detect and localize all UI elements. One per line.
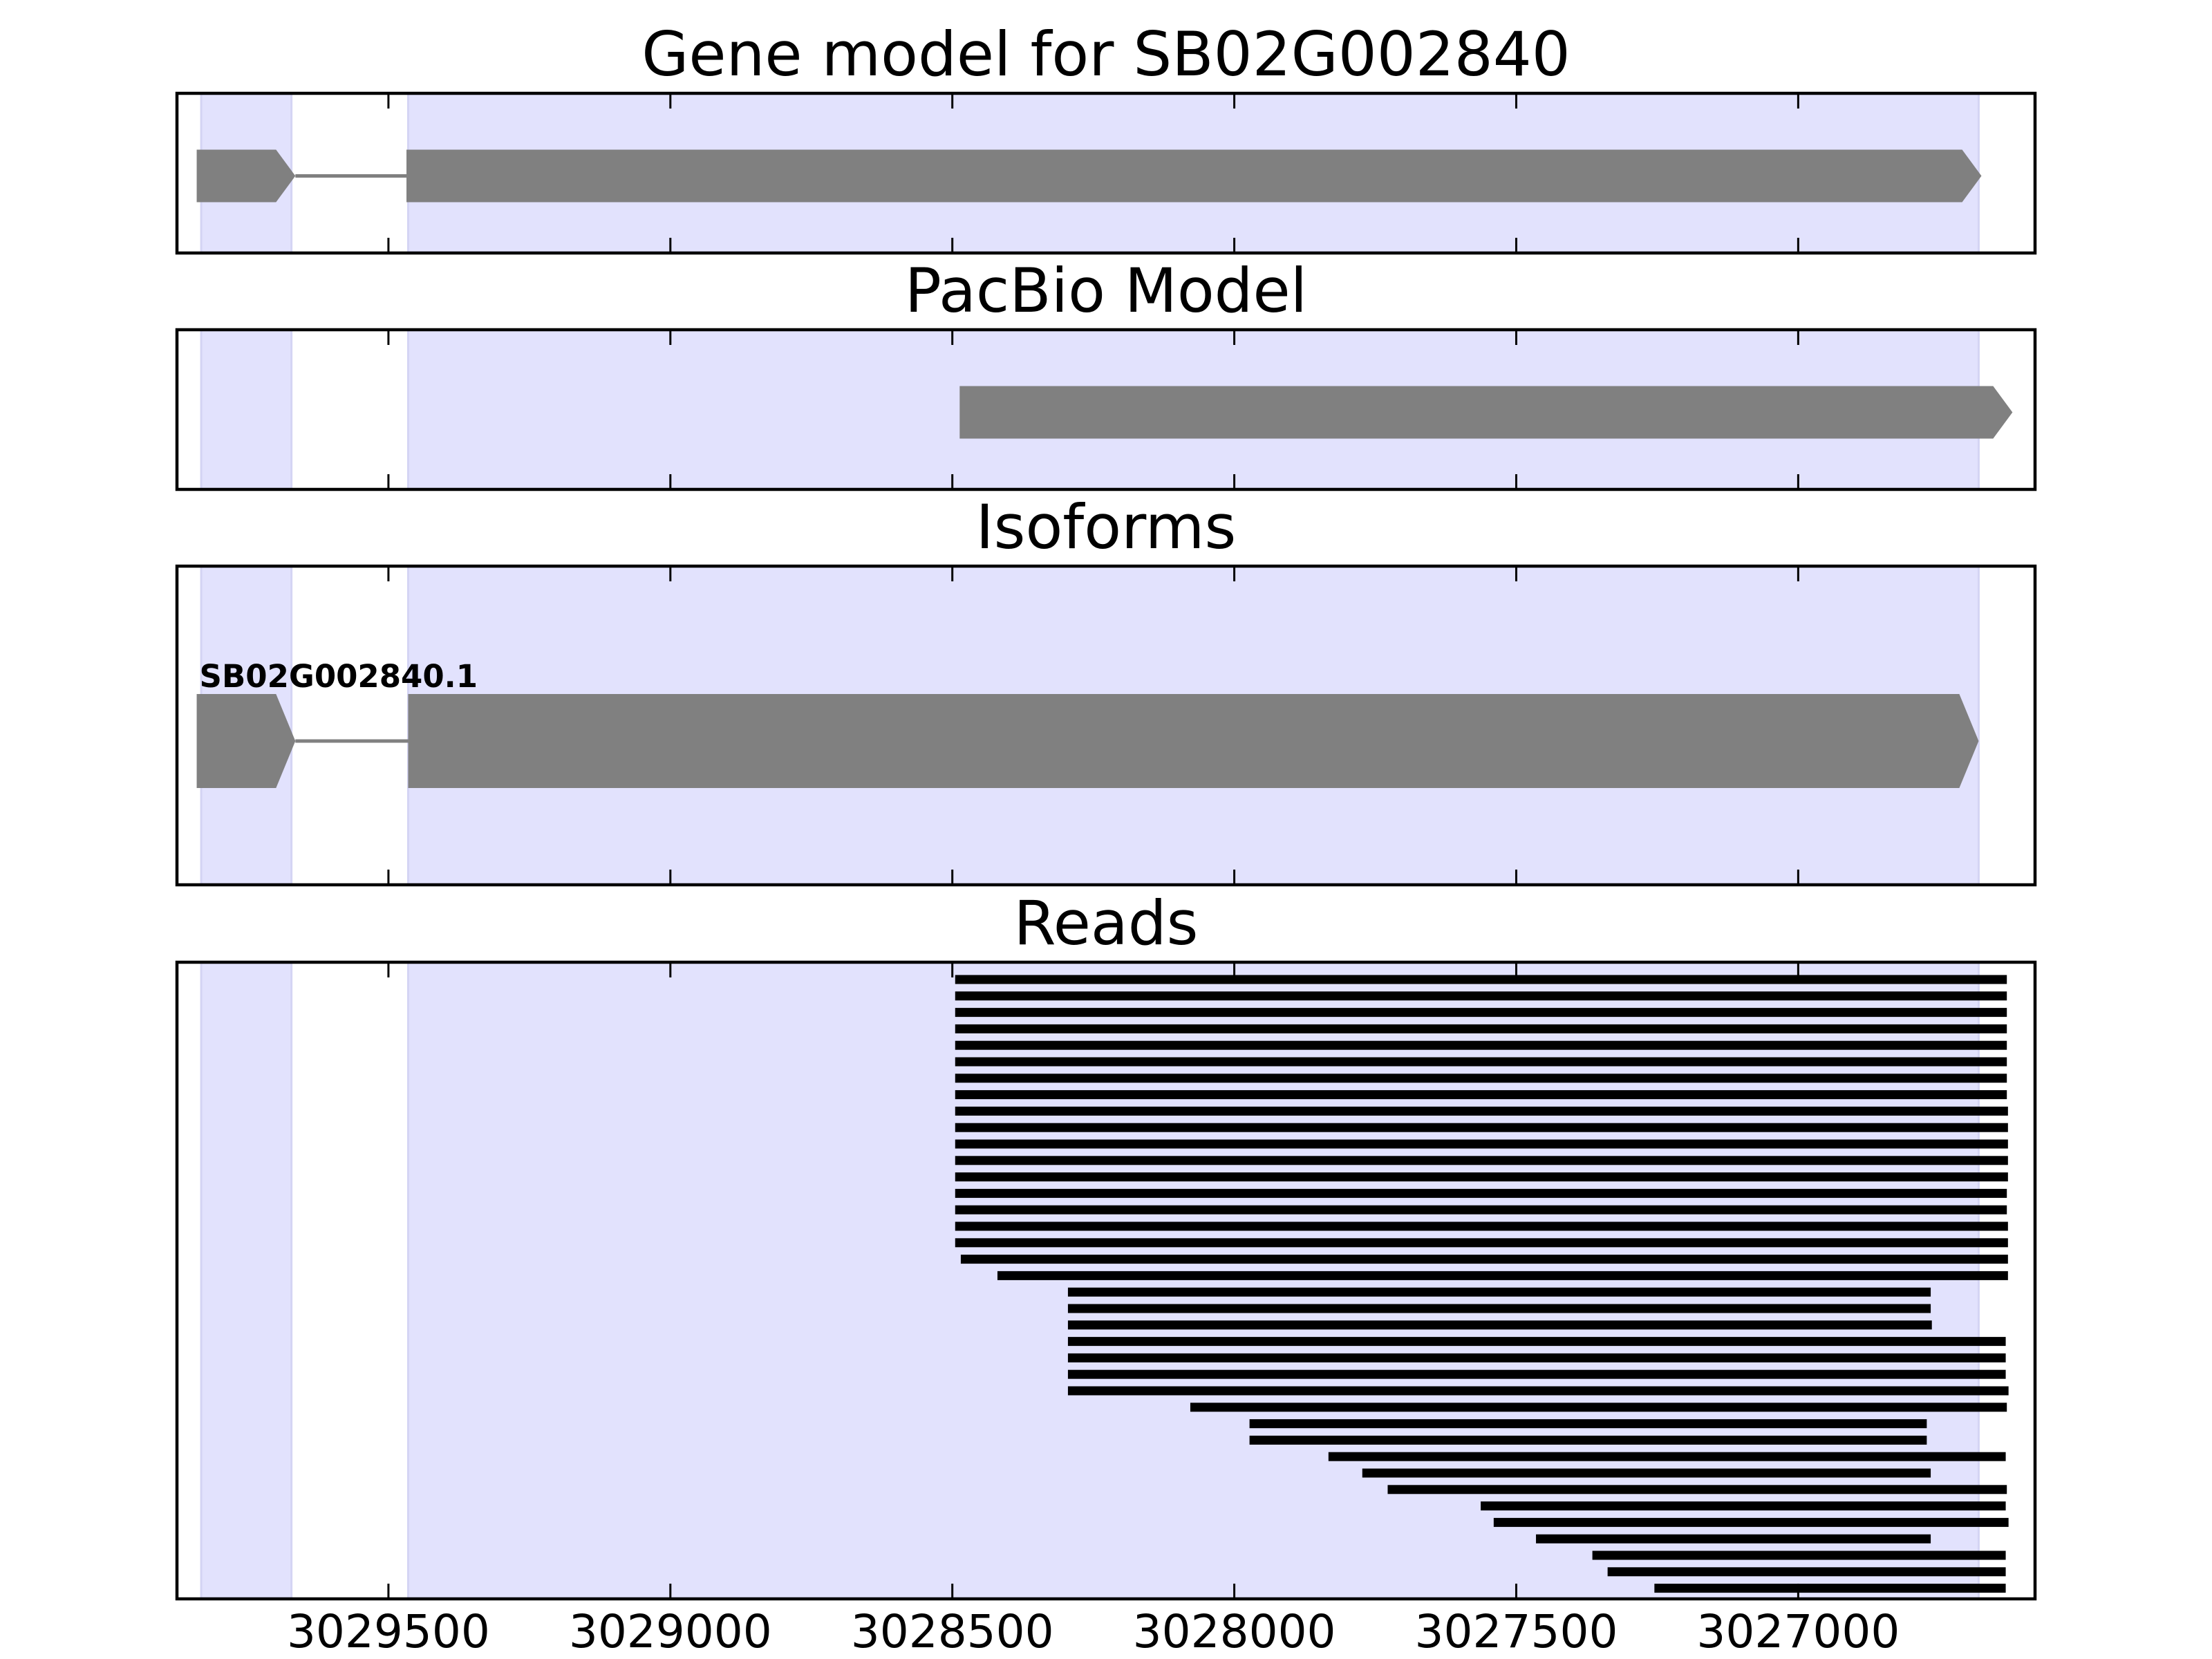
read-bar	[1067, 1369, 2006, 1379]
isoforms-title: Isoforms	[976, 491, 1237, 563]
x-tick-label: 3027500	[1415, 1605, 1618, 1658]
read-bar	[1481, 1501, 2006, 1511]
read-bar	[955, 1172, 2008, 1182]
read-bar	[955, 1139, 2008, 1149]
read-bar	[955, 1106, 2008, 1116]
read-bar	[1249, 1419, 1927, 1429]
panels-layer: Gene model for SB02G002840 PacBio Model Is…	[175, 19, 2037, 1658]
read-bar	[1067, 1304, 1931, 1313]
read-bar	[1249, 1435, 1927, 1445]
exon-shading-region	[200, 961, 293, 1600]
x-tick-label: 3029500	[287, 1605, 490, 1658]
reads-panel: Reads 3029500 3029000 3028500 3028000 3027500…	[175, 888, 2037, 1658]
x-tick-label: 3028000	[1133, 1605, 1336, 1658]
exon-block	[196, 694, 296, 788]
isoform-label: SB02G002840.1	[200, 658, 478, 695]
read-bar	[955, 1156, 2008, 1165]
read-bar	[960, 1255, 2008, 1264]
pacbio-model-frame	[175, 328, 2037, 491]
read-bar	[955, 1040, 2007, 1050]
read-bar	[955, 975, 2007, 984]
read-bar	[955, 1057, 2007, 1067]
exon-shading-region	[200, 328, 293, 491]
read-bar	[955, 1205, 2007, 1215]
exon-block	[959, 386, 2013, 439]
reads-title: Reads	[1014, 888, 1199, 959]
read-bar	[1493, 1517, 2009, 1527]
read-bar	[955, 991, 2007, 1001]
read-bar	[1067, 1320, 1932, 1330]
read-bar	[997, 1271, 2008, 1280]
read-bar	[1536, 1534, 1931, 1544]
read-bar	[1362, 1468, 1931, 1478]
read-bar	[955, 1188, 2007, 1198]
read-bar	[1607, 1567, 2006, 1577]
isoforms-frame	[175, 564, 2037, 887]
read-bar	[955, 1090, 2007, 1100]
isoforms-panel: Isoforms SB02G002840.1	[175, 491, 2037, 887]
read-bar	[1067, 1353, 2006, 1362]
read-bar	[955, 1024, 2007, 1033]
exon-block	[408, 694, 1979, 788]
gene-model-frame	[175, 91, 2037, 255]
pacbio-model-panel: PacBio Model	[175, 255, 2037, 491]
read-bar	[1067, 1337, 2006, 1347]
read-bar	[955, 1074, 2007, 1083]
read-bar	[1654, 1584, 2006, 1593]
read-bar	[955, 1008, 2007, 1018]
gene-model-title: Gene model for SB02G002840	[641, 19, 1571, 90]
pacbio-model-title: PacBio Model	[905, 255, 1307, 326]
read-bar	[1067, 1386, 2009, 1396]
read-bar	[1592, 1550, 2006, 1560]
read-bar	[955, 1123, 2008, 1132]
gene-model-panel: Gene model for SB02G002840	[175, 19, 2037, 255]
reads-frame	[175, 960, 2037, 1601]
read-bar	[1387, 1485, 2007, 1494]
x-tick-label: 3027000	[1696, 1605, 1900, 1658]
read-bar	[955, 1238, 2008, 1248]
exon-block	[196, 149, 296, 203]
read-bar	[955, 1221, 2008, 1231]
read-bar	[1328, 1452, 2006, 1461]
read-bar	[1190, 1403, 2007, 1412]
exon-block	[406, 149, 1982, 203]
read-bar	[1067, 1287, 1931, 1297]
x-tick-label: 3028500	[851, 1605, 1054, 1658]
x-tick-label: 3029000	[569, 1605, 772, 1658]
